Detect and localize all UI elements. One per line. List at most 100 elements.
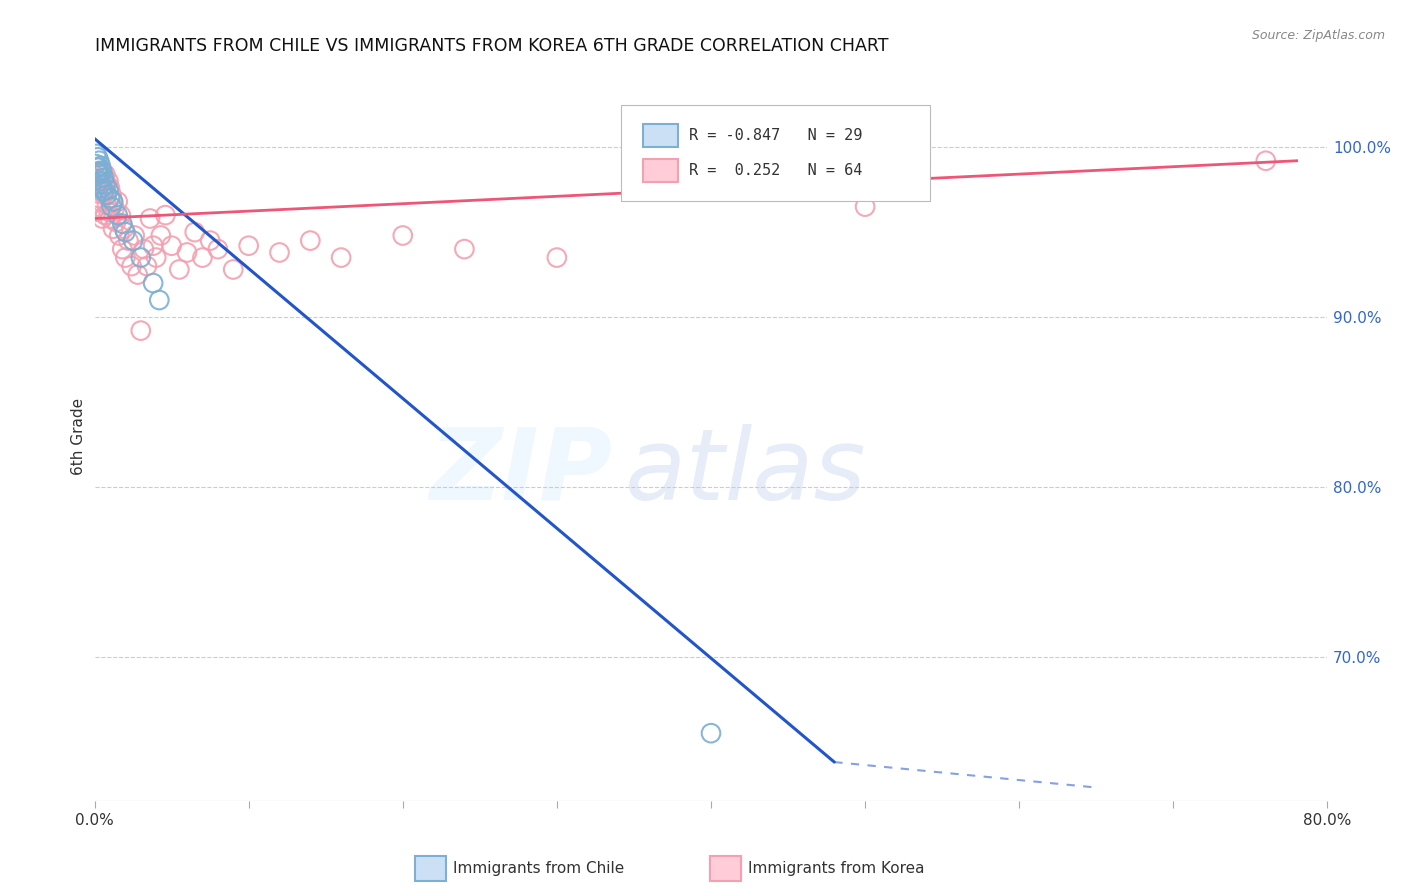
- Point: [91, 164, 114, 178]
- Point: [89, 174, 111, 188]
- Text: Immigrants from Korea: Immigrants from Korea: [748, 862, 925, 876]
- Y-axis label: 6th Grade: 6th Grade: [72, 397, 86, 475]
- Point: [110, 208, 132, 222]
- Point: [853, 200, 876, 214]
- Text: atlas: atlas: [624, 424, 866, 521]
- Point: [89, 153, 111, 168]
- Point: [97, 204, 120, 219]
- Point: [391, 228, 413, 243]
- Point: [129, 251, 152, 265]
- FancyBboxPatch shape: [643, 159, 678, 183]
- Point: [94, 185, 117, 199]
- Point: [132, 242, 155, 256]
- Point: [101, 194, 124, 209]
- Point: [700, 726, 723, 740]
- Point: [112, 221, 135, 235]
- Point: [160, 238, 183, 252]
- Point: [124, 228, 146, 243]
- FancyBboxPatch shape: [643, 124, 678, 147]
- Point: [86, 166, 108, 180]
- Text: R = -0.847   N = 29: R = -0.847 N = 29: [689, 128, 862, 144]
- Point: [222, 262, 245, 277]
- Point: [84, 204, 107, 219]
- Point: [155, 208, 177, 222]
- Point: [84, 157, 107, 171]
- Point: [330, 251, 353, 265]
- Point: [105, 215, 128, 229]
- Text: R =  0.252   N = 64: R = 0.252 N = 64: [689, 163, 862, 178]
- Point: [104, 202, 127, 216]
- Point: [207, 242, 229, 256]
- Point: [98, 181, 121, 195]
- Point: [101, 221, 124, 235]
- Point: [91, 211, 114, 226]
- Point: [93, 185, 115, 199]
- Point: [121, 259, 143, 273]
- Point: [94, 208, 117, 222]
- Point: [129, 324, 152, 338]
- Point: [1254, 153, 1277, 168]
- Text: IMMIGRANTS FROM CHILE VS IMMIGRANTS FROM KOREA 6TH GRADE CORRELATION CHART: IMMIGRANTS FROM CHILE VS IMMIGRANTS FROM…: [94, 37, 889, 55]
- Point: [111, 217, 134, 231]
- Point: [145, 251, 167, 265]
- Point: [96, 178, 118, 192]
- Point: [100, 187, 122, 202]
- Point: [84, 147, 107, 161]
- Point: [90, 159, 112, 173]
- Point: [191, 251, 214, 265]
- Point: [86, 161, 108, 175]
- Point: [91, 181, 114, 195]
- Point: [86, 166, 108, 180]
- Point: [94, 167, 117, 181]
- Point: [93, 187, 115, 202]
- Point: [149, 228, 172, 243]
- Point: [453, 242, 475, 256]
- Point: [86, 200, 108, 214]
- Point: [127, 268, 149, 282]
- Point: [90, 178, 112, 192]
- Point: [111, 242, 134, 256]
- Point: [269, 245, 291, 260]
- Point: [90, 194, 112, 209]
- Point: [299, 234, 322, 248]
- Point: [89, 164, 111, 178]
- Point: [169, 262, 191, 277]
- Text: ZIP: ZIP: [429, 424, 613, 521]
- Point: [238, 238, 260, 252]
- Point: [93, 170, 115, 185]
- Point: [108, 228, 131, 243]
- Text: Source: ZipAtlas.com: Source: ZipAtlas.com: [1251, 29, 1385, 42]
- Point: [114, 251, 136, 265]
- Point: [96, 198, 118, 212]
- Point: [97, 174, 120, 188]
- Point: [90, 170, 112, 185]
- Point: [86, 150, 108, 164]
- Point: [96, 187, 118, 202]
- Point: [142, 238, 165, 252]
- Point: [90, 167, 112, 181]
- Point: [198, 234, 221, 248]
- Point: [100, 200, 122, 214]
- Point: [122, 234, 145, 248]
- Point: [86, 183, 108, 197]
- Point: [89, 191, 111, 205]
- Point: [107, 208, 129, 222]
- Text: Immigrants from Chile: Immigrants from Chile: [453, 862, 624, 876]
- Point: [117, 234, 139, 248]
- Point: [107, 194, 129, 209]
- Point: [148, 293, 170, 307]
- Point: [142, 276, 165, 290]
- Point: [91, 166, 114, 180]
- Point: [91, 181, 114, 195]
- Point: [184, 225, 207, 239]
- Point: [98, 211, 121, 226]
- Point: [546, 251, 568, 265]
- Point: [94, 178, 117, 192]
- Point: [139, 211, 162, 226]
- Point: [97, 183, 120, 197]
- Point: [89, 161, 111, 175]
- Point: [84, 178, 107, 192]
- Point: [176, 245, 198, 260]
- Point: [136, 259, 159, 273]
- Point: [93, 174, 115, 188]
